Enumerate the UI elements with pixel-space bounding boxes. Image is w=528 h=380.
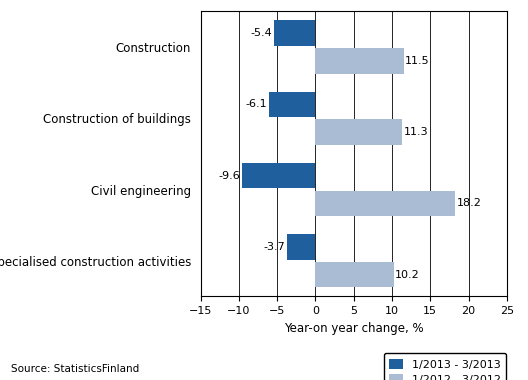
Text: 11.5: 11.5 (405, 56, 430, 66)
Bar (287, 234, 316, 260)
Text: -6.1: -6.1 (246, 100, 267, 109)
Bar (316, 119, 402, 145)
Bar (269, 92, 316, 117)
Text: -5.4: -5.4 (251, 28, 272, 38)
Text: Source: StatisticsFinland: Source: StatisticsFinland (11, 364, 139, 374)
Text: 18.2: 18.2 (456, 198, 481, 208)
Bar (316, 262, 393, 288)
Text: 10.2: 10.2 (395, 270, 420, 280)
Bar (316, 48, 403, 74)
Text: 11.3: 11.3 (403, 127, 428, 137)
Bar (274, 20, 316, 46)
Bar (316, 191, 455, 216)
Text: -9.6: -9.6 (219, 171, 240, 180)
Text: -3.7: -3.7 (264, 242, 286, 252)
Legend: 1/2013 - 3/2013, 1/2012 - 3/2012: 1/2013 - 3/2013, 1/2012 - 3/2012 (384, 353, 506, 380)
X-axis label: Year-on year change, %: Year-on year change, % (284, 322, 423, 335)
Bar (242, 163, 316, 188)
